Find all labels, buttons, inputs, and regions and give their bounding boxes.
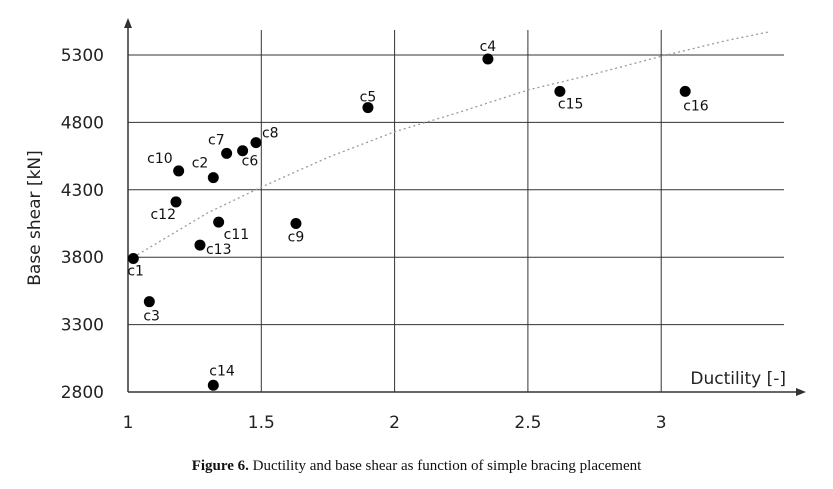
trendline [132, 31, 768, 258]
x-tick-label: 2 [389, 413, 400, 433]
data-point-c8 [250, 137, 262, 149]
y-tick-label: 5300 [61, 46, 104, 66]
data-point-c12 [170, 196, 182, 208]
point-label-c3: c3 [143, 309, 160, 325]
data-point-c13 [194, 239, 206, 251]
data-point-c9 [290, 218, 302, 229]
data-point-c10 [173, 165, 185, 177]
point-label-c8: c8 [262, 126, 279, 142]
point-label-c1: c1 [127, 264, 144, 280]
point-label-c15: c15 [558, 96, 584, 112]
x-tick-label: 2.5 [514, 413, 541, 433]
point-label-c2: c2 [192, 156, 209, 172]
point-label-c4: c4 [480, 39, 497, 55]
y-axis-arrow [124, 18, 132, 28]
figure-caption: Figure 6. Ductility and base shear as fu… [0, 458, 833, 475]
point-label-c16: c16 [683, 98, 709, 114]
point-label-c5: c5 [360, 90, 377, 106]
grid-lines [128, 30, 784, 392]
axes [124, 18, 806, 396]
y-tick-label: 4300 [61, 181, 104, 201]
x-tick-label: 3 [656, 413, 667, 433]
y-tick-label: 4800 [61, 113, 104, 133]
x-tick-label: 1 [123, 413, 134, 433]
data-point-c5 [362, 102, 374, 114]
point-label-c14: c14 [209, 363, 235, 379]
data-point-c1 [127, 253, 139, 265]
data-point-c4 [482, 53, 494, 65]
data-point-c15 [554, 85, 566, 97]
point-label-c7: c7 [208, 132, 225, 148]
point-label-c6: c6 [242, 154, 259, 170]
data-point-c3 [143, 296, 155, 308]
y-tick-label: 3300 [61, 316, 104, 336]
y-tick-label: 2800 [61, 383, 104, 403]
tick-labels: 2800 3300 3800 4300 4800 5300 1 1.5 2 2.5 3 [61, 46, 667, 433]
caption-label: Figure 6. [191, 458, 249, 474]
data-point-c11 [213, 216, 225, 228]
data-point-c6 [237, 145, 249, 157]
x-axis-label: Ductility [-] [690, 369, 786, 389]
data-point-c14 [207, 379, 219, 391]
point-label-c13: c13 [206, 242, 232, 258]
data-points: c1 c2 c3 c4 c5 c6 c7 c8 c9 c10 c11 c12 c13 c14 c15 c16 [127, 39, 709, 391]
x-tick-label: 1.5 [248, 413, 275, 433]
y-axis-label: Base shear [kN] [25, 150, 45, 286]
data-point-c7 [221, 147, 233, 159]
data-point-c16 [679, 85, 691, 97]
x-axis-arrow [796, 388, 806, 396]
point-label-c12: c12 [150, 207, 176, 223]
point-label-c10: c10 [147, 151, 173, 167]
caption-text: Ductility and base shear as function of … [248, 458, 642, 474]
y-tick-label: 3800 [61, 248, 104, 268]
point-label-c9: c9 [288, 230, 305, 246]
trendline-path [132, 31, 768, 258]
data-point-c2 [207, 172, 219, 184]
point-label-c11: c11 [224, 227, 250, 243]
